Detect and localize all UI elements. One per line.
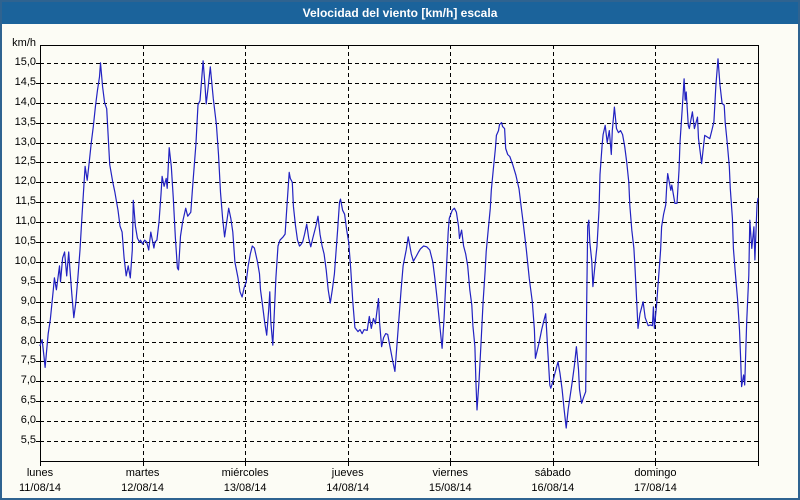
day-name-label: miércoles: [221, 467, 269, 479]
day-date-label: 13/08/14: [223, 482, 267, 494]
day-date-label: 11/08/14: [18, 482, 61, 494]
day-date-label: 15/08/14: [428, 482, 472, 494]
y-tick-label: 15,0: [14, 55, 36, 68]
day-name-label: martes: [125, 467, 160, 479]
day-date-label: 14/08/14: [326, 482, 370, 494]
y-tick-label: 11,0: [15, 215, 36, 228]
day-date-label: 17/08/14: [634, 482, 677, 494]
y-axis-unit-label: km/h: [12, 37, 36, 49]
plot-border: [40, 45, 759, 462]
y-tick-label: 8,0: [20, 334, 36, 347]
y-tick-label: 12,0: [14, 175, 36, 188]
day-name-label: domingo: [634, 467, 677, 479]
y-tick-label: 14,5: [14, 75, 36, 88]
y-tick-label: 10,5: [14, 235, 36, 248]
wind-speed-line: [39, 58, 759, 429]
y-tick-label: 14,0: [14, 95, 36, 108]
y-tick-label: 7,0: [20, 374, 36, 387]
y-tick-label: 9,0: [20, 294, 36, 307]
y-tick-label: 9,5: [20, 274, 36, 287]
y-tick-label: 8,5: [20, 314, 36, 327]
y-tick-label: 13,5: [14, 115, 36, 128]
day-date-label: 12/08/14: [121, 482, 164, 494]
y-tick-label: 5,5: [20, 434, 36, 447]
y-tick-label: 10,0: [14, 254, 36, 267]
y-tick-label: 6,5: [20, 394, 36, 407]
y-tick-label: 12,5: [14, 155, 36, 168]
y-tick-label: 6,0: [20, 414, 36, 427]
y-tick-label: 7,5: [20, 354, 36, 367]
day-date-label: 16/08/14: [531, 482, 575, 494]
y-tick-label: 13,0: [14, 135, 36, 148]
day-name-label: lunes: [26, 467, 54, 479]
chart-title: Velocidad del viento [km/h] escala: [302, 6, 498, 20]
title-bar: Velocidad del viento [km/h] escala: [2, 2, 798, 24]
day-name-label: viernes: [432, 467, 469, 479]
day-name-label: sábado: [534, 467, 571, 479]
day-name-label: jueves: [331, 467, 364, 479]
y-tick-label: 11,5: [15, 195, 36, 208]
